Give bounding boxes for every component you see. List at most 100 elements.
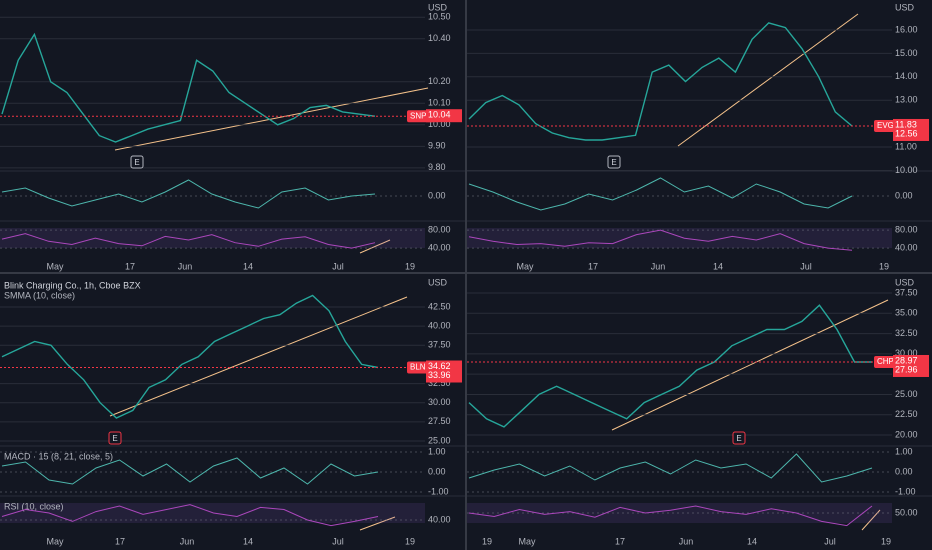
price-label: 10.04: [428, 110, 451, 120]
macd-line: [1, 179, 376, 209]
axis-label: 22.50: [895, 409, 918, 419]
rsi-band: [467, 228, 892, 248]
rsi-line: [468, 505, 873, 527]
axis-label: 9.80: [428, 162, 446, 172]
earnings-marker: [732, 431, 746, 445]
time-label: Jun: [651, 261, 666, 271]
chart-title: Blink Charging Co., 1h, Cboe BZX: [4, 280, 141, 290]
currency: USD: [895, 277, 915, 287]
time-label: 17: [115, 536, 125, 546]
axis-label: 80.00: [895, 224, 918, 234]
macd-line: [1, 457, 379, 485]
currency: USD: [428, 277, 448, 287]
axis-label: 27.50: [428, 416, 451, 426]
trendline: [359, 239, 391, 254]
axis-label: 40.00: [428, 242, 451, 252]
time-label: 19: [405, 261, 415, 271]
time-label: Jul: [800, 261, 812, 271]
axis-label: 11.00: [895, 141, 917, 151]
price-label: 12.56: [895, 128, 918, 138]
time-label: 17: [125, 261, 135, 271]
axis-label: 35.00: [895, 308, 918, 318]
axis-label: 32.50: [428, 378, 451, 388]
axis-label: 30.00: [428, 397, 451, 407]
axis-label: 13.00: [895, 95, 918, 105]
time-label: Jun: [178, 261, 193, 271]
symbol: SNPR: [410, 111, 432, 120]
time-label: 14: [747, 536, 757, 546]
time-label: 14: [243, 536, 253, 546]
time-label: 14: [713, 261, 723, 271]
axis-label: 80.00: [428, 224, 451, 234]
price-label: 11.83: [895, 119, 917, 129]
trendline: [611, 299, 889, 431]
rsi-line: [1, 233, 376, 249]
symbol: BLNK: [410, 363, 432, 372]
axis-label: 10.10: [428, 98, 451, 108]
price-label: 33.96: [428, 370, 451, 380]
earnings-marker: [607, 155, 621, 169]
price-line: [1, 32, 376, 143]
price-line: [1, 294, 379, 419]
time-label: 19: [482, 536, 492, 546]
axis-label: 9.90: [428, 141, 446, 151]
axis-label: 14.00: [895, 71, 918, 81]
price-badge: [893, 354, 929, 377]
axis-label: 40.00: [428, 321, 451, 331]
time-label: 19: [879, 261, 889, 271]
currency: USD: [428, 2, 448, 12]
axis-label: 15.00: [895, 48, 918, 58]
macd-line: [468, 177, 853, 211]
axis-label: 10.40: [428, 33, 451, 43]
axis-label: 32.50: [895, 328, 918, 338]
axis-label: 1.00: [895, 446, 913, 456]
time-label: 14: [243, 261, 253, 271]
axis-label: 16.00: [895, 24, 918, 34]
time-label: Jun: [679, 536, 694, 546]
rsi-line: [468, 229, 853, 251]
axis-label: -1.00: [428, 486, 449, 496]
earnings-marker: [130, 155, 144, 169]
axis-label: 40.00: [895, 242, 918, 252]
macd-line: [468, 453, 873, 483]
price-label: 27.96: [895, 364, 918, 374]
axis-label: 1.00: [428, 446, 446, 456]
axis-label: -1.00: [895, 486, 916, 496]
axis-label: 0.00: [895, 466, 913, 476]
indicator-label: SMMA (10, close): [4, 290, 75, 300]
trendline: [114, 87, 429, 151]
time-label: May: [46, 261, 64, 271]
price-badge: [426, 109, 462, 123]
time-label: Jul: [332, 536, 344, 546]
time-label: May: [46, 536, 64, 546]
axis-label: 10.50: [428, 12, 451, 22]
rsi-band: [0, 228, 425, 248]
axis-label: 0.00: [428, 190, 446, 200]
axis-label: 25.00: [895, 389, 918, 399]
time-label: Jul: [824, 536, 836, 546]
axis-label: 10.00: [428, 119, 451, 129]
price-label: 34.62: [428, 361, 451, 371]
time-label: 17: [588, 261, 598, 271]
time-label: 17: [615, 536, 625, 546]
earnings-label: E: [736, 434, 741, 443]
price-label: 28.97: [895, 355, 918, 365]
axis-label: 0.00: [428, 466, 446, 476]
price-line: [468, 304, 872, 428]
axis-label: 10.00: [895, 165, 918, 175]
trendline: [109, 296, 408, 417]
pane-label: MACD · 15 (8, 21, close, 5): [4, 451, 113, 461]
time-label: May: [516, 261, 534, 271]
currency: USD: [895, 2, 915, 12]
time-label: Jun: [180, 536, 195, 546]
axis-label: 10.20: [428, 76, 451, 86]
price-badge: [426, 360, 462, 383]
time-label: Jul: [332, 261, 344, 271]
axis-label: 37.50: [895, 287, 918, 297]
trendline: [359, 516, 396, 531]
axis-label: 20.00: [895, 429, 918, 439]
time-label: 19: [881, 536, 891, 546]
axis-label: 42.50: [428, 301, 451, 311]
pane-label: RSI (10, close): [4, 501, 64, 511]
